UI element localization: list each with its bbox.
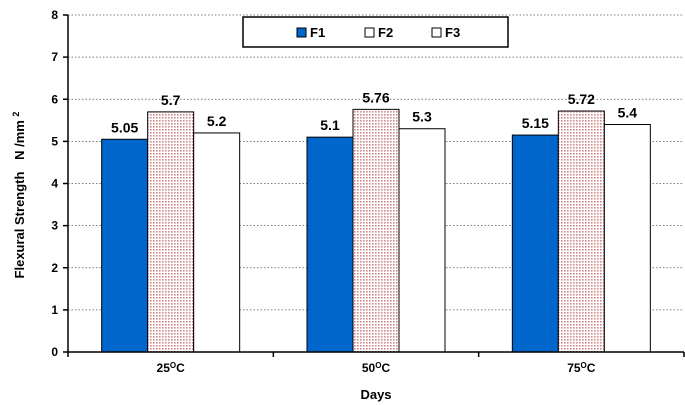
axes: 0 1 2 3 4 5 6 7 8 25OC 50OC 75OC (51, 8, 685, 375)
data-label: 5.76 (362, 89, 389, 105)
y-tick-label: 8 (51, 8, 58, 22)
x-axis-title: Days (360, 387, 391, 402)
bar-f3-25 (193, 132, 241, 353)
y-tick-label: 6 (51, 92, 58, 106)
bar-f3-50 (398, 128, 446, 353)
legend-label-f2: F2 (378, 25, 393, 40)
data-label: 5.2 (207, 113, 227, 129)
legend-swatch-f3 (431, 27, 442, 38)
bar-f2-75 (557, 110, 605, 353)
bar-f3-75 (603, 124, 651, 353)
data-label: 5.3 (412, 109, 432, 125)
data-labels: 5.05 5.7 5.2 5.1 5.76 5.3 5.15 5.72 5.4 (111, 89, 637, 135)
bar-f1-25 (101, 138, 149, 353)
data-label: 5.4 (618, 105, 638, 121)
x-tick-label: 75OC (567, 361, 596, 375)
y-tick-label: 2 (51, 261, 58, 275)
legend: F1 F2 F3 (242, 16, 509, 48)
y-axis-title: Flexural Strength N /mm 2 (11, 112, 27, 279)
x-tick-label: 50OC (362, 361, 391, 375)
data-label: 5.1 (320, 117, 340, 133)
legend-box (242, 16, 509, 48)
y-tick-label: 3 (51, 219, 58, 233)
legend-swatch-f1 (296, 27, 307, 38)
bar-f1-75 (511, 134, 559, 353)
y-tick-label: 5 (51, 134, 58, 148)
data-label: 5.7 (161, 92, 181, 108)
y-tick-label: 4 (51, 177, 58, 191)
legend-label-f1: F1 (310, 25, 325, 40)
y-axis-unit: N /mm (12, 120, 27, 160)
data-label: 5.72 (568, 91, 595, 107)
bar-f2-50 (352, 108, 400, 353)
y-axis-label: Flexural Strength (12, 171, 27, 278)
data-label: 5.05 (111, 119, 138, 135)
bars (101, 108, 651, 353)
legend-label-f3: F3 (445, 25, 460, 40)
y-axis-unit-superscript: 2 (11, 112, 21, 117)
legend-swatch-f2 (364, 27, 375, 38)
x-tick-label: 25OC (157, 361, 186, 375)
y-tick-label: 7 (51, 50, 58, 64)
y-tick-label: 0 (51, 345, 58, 359)
data-label: 5.15 (522, 115, 549, 131)
bar-f1-50 (306, 136, 354, 353)
y-tick-label: 1 (51, 303, 58, 317)
bar-f2-25 (147, 111, 195, 353)
